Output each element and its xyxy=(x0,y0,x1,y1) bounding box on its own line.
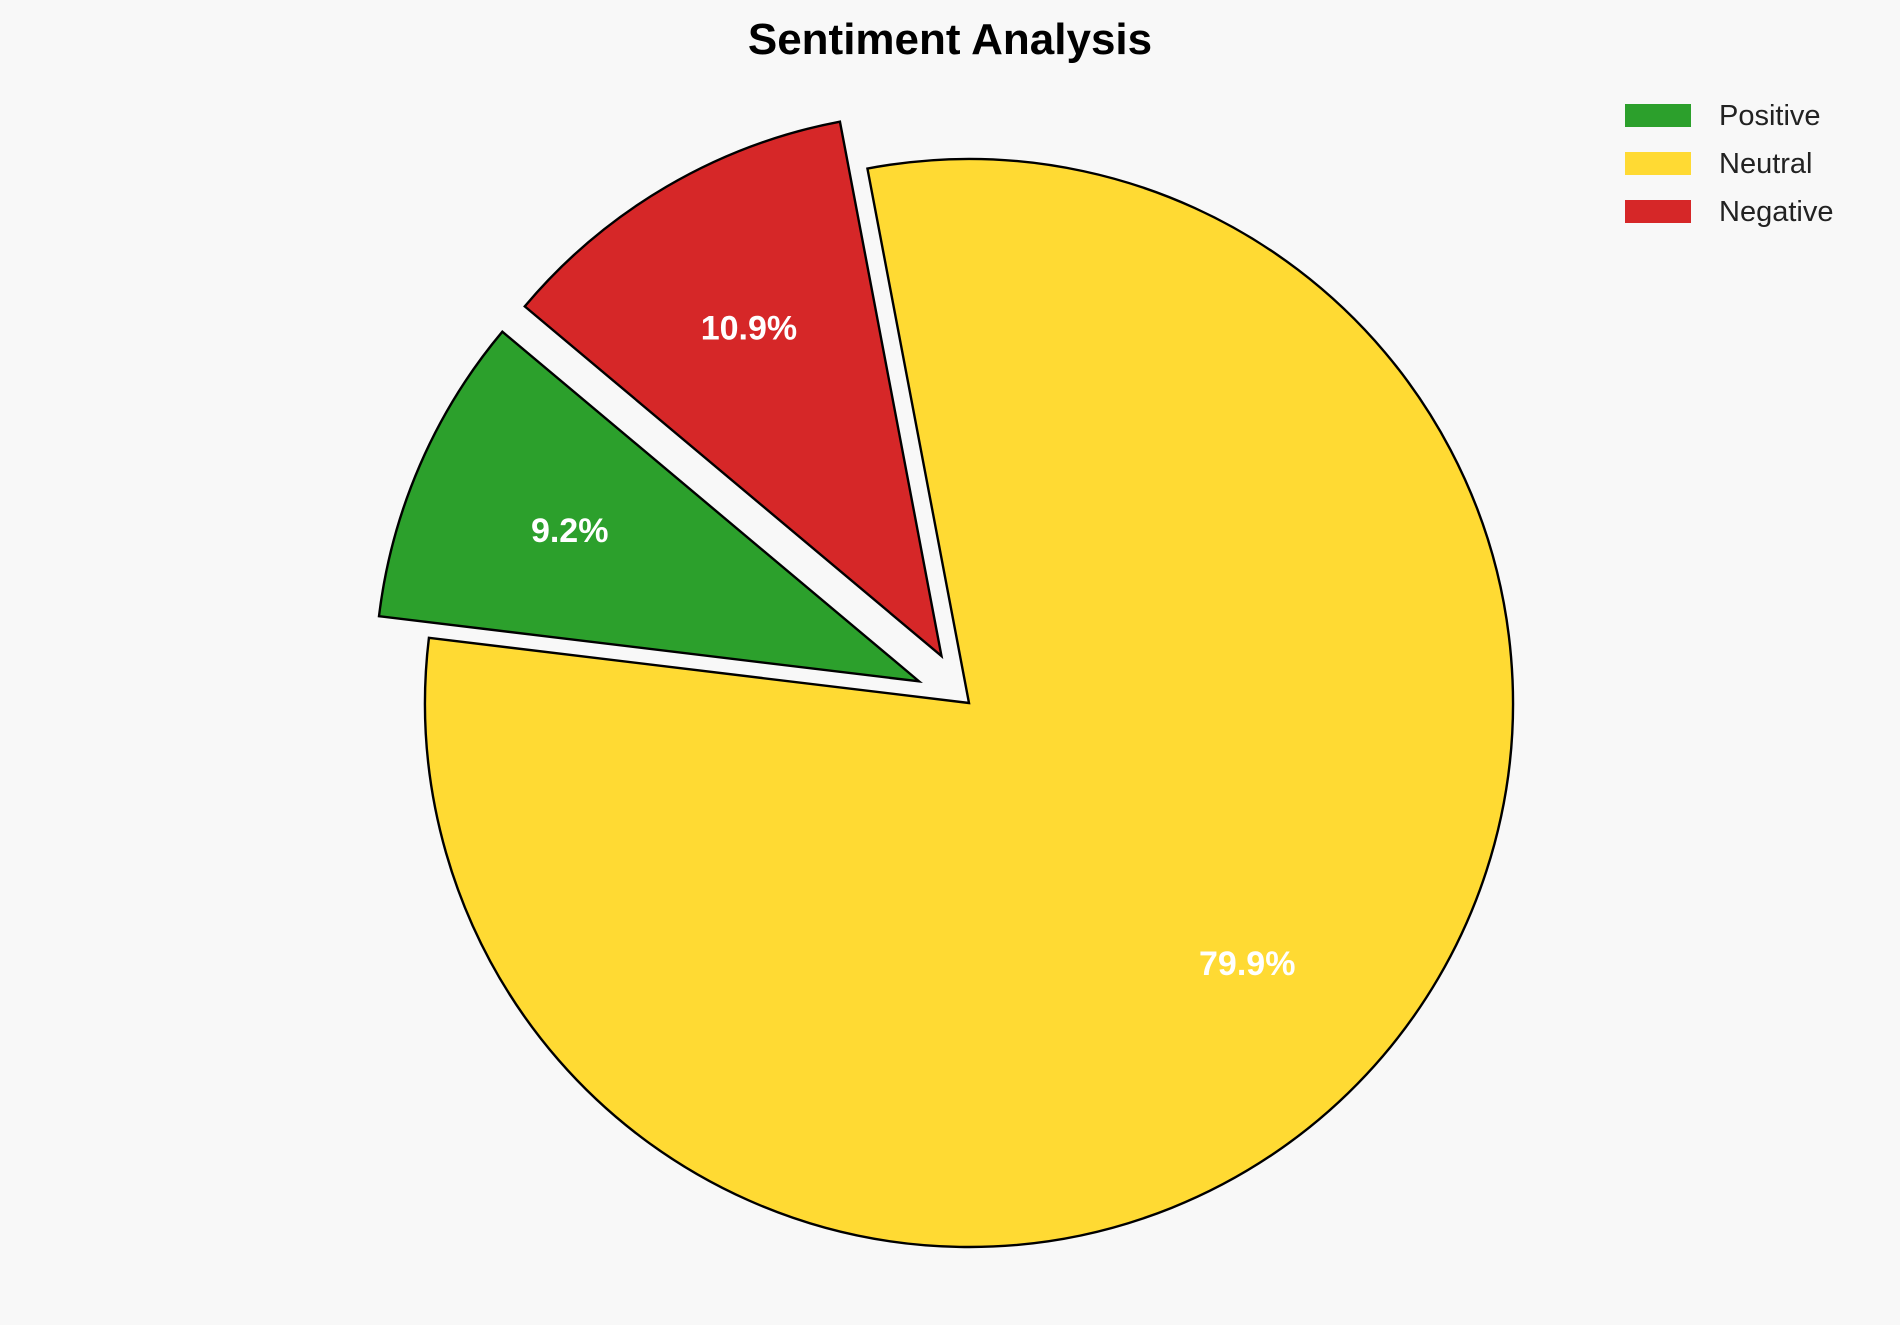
slice-label-negative: 10.9% xyxy=(701,310,797,348)
legend-swatch-positive xyxy=(1625,104,1691,127)
slice-label-neutral: 79.9% xyxy=(1199,945,1295,983)
legend-label-positive: Positive xyxy=(1719,100,1821,132)
pie-slice-neutral xyxy=(423,157,1515,1249)
legend-label-neutral: Neutral xyxy=(1719,148,1813,180)
legend-swatch-negative xyxy=(1625,200,1691,223)
legend: Positive Neutral Negative xyxy=(1625,100,1833,228)
slice-label-positive: 9.2% xyxy=(531,512,609,550)
pie-slice-positive xyxy=(377,329,923,684)
legend-label-negative: Negative xyxy=(1719,196,1833,228)
chart-title: Sentiment Analysis xyxy=(748,15,1152,64)
legend-swatch-neutral xyxy=(1625,152,1691,175)
pie-slice-negative xyxy=(523,120,944,660)
